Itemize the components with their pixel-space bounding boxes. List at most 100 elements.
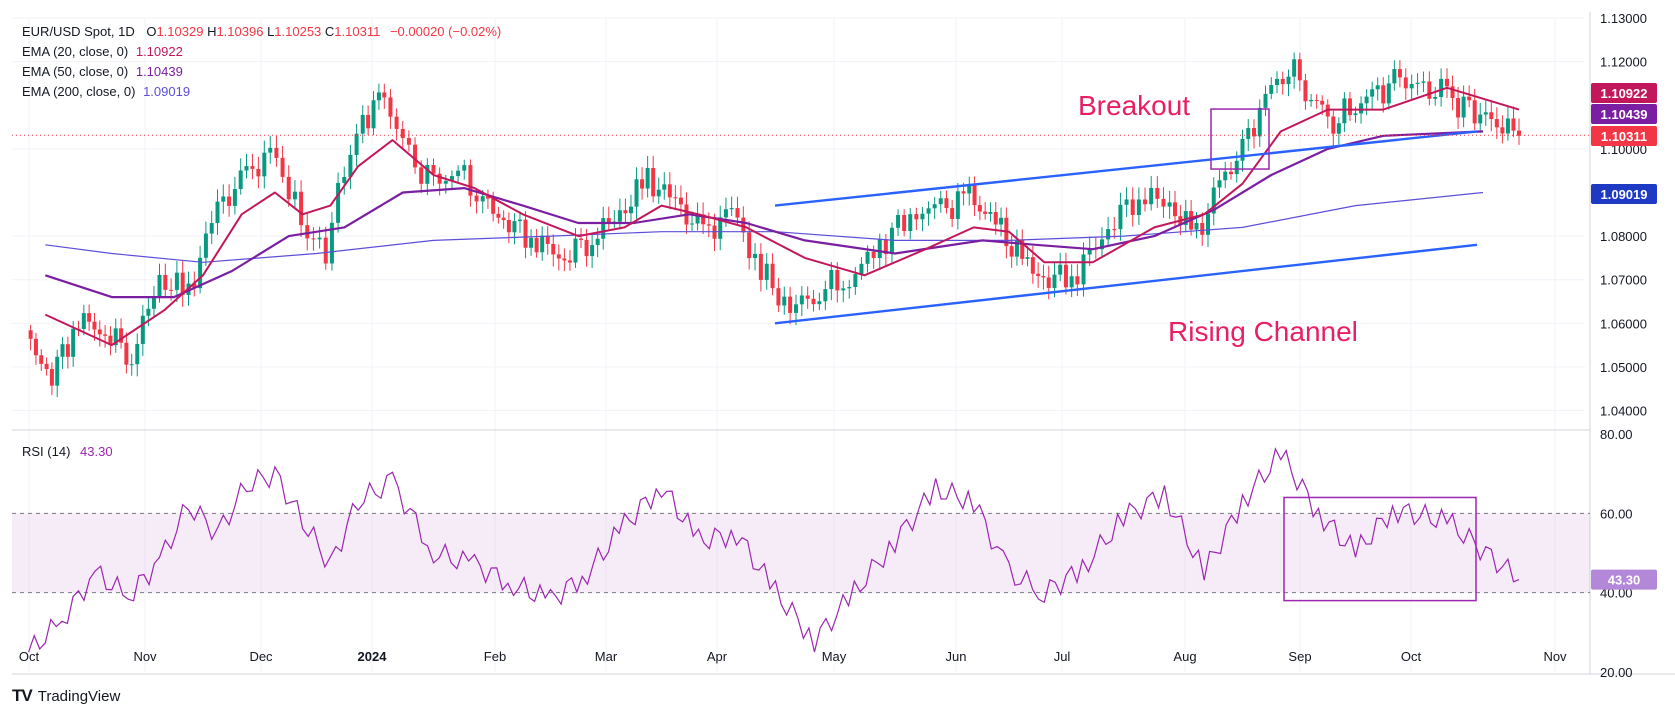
candle-body (950, 208, 955, 219)
time-tick-label: Apr (707, 649, 728, 664)
candle-body (601, 218, 606, 239)
candle-body (673, 197, 678, 199)
candle-body (662, 184, 667, 190)
candle-body (1009, 246, 1014, 257)
legend-ema200[interactable]: EMA (200, close, 0) 1.09019 (22, 84, 190, 99)
time-tick-label: 2024 (358, 649, 388, 664)
candle-body (462, 165, 467, 171)
candle-body (695, 214, 700, 224)
candle-body (1500, 127, 1505, 134)
candle-body (1118, 204, 1123, 230)
time-tick-label: Mar (595, 649, 618, 664)
candle-body (735, 208, 740, 218)
candle-body (468, 165, 473, 196)
candle-body (1456, 98, 1461, 118)
candle-body (406, 138, 411, 145)
price-axis-badge (1591, 184, 1657, 204)
close-value: 1.10311 (334, 24, 381, 39)
candle-body (776, 288, 781, 306)
candle-body (1427, 81, 1432, 99)
candle-body (889, 227, 894, 254)
candle-body (706, 224, 711, 226)
candle-body (1217, 180, 1222, 188)
candle-body (292, 191, 297, 200)
candle-body (1058, 264, 1063, 275)
candle-body (394, 116, 399, 129)
candle-body (1030, 257, 1035, 274)
candle-body (1025, 257, 1030, 259)
candle-body (1370, 89, 1375, 97)
candle-body (817, 301, 822, 305)
candle-body (1075, 276, 1080, 285)
legend-ema20[interactable]: EMA (20, close, 0) 1.10922 (22, 44, 183, 59)
candle-body (215, 201, 220, 224)
candle-body (529, 237, 534, 248)
candle-body (967, 185, 972, 194)
candle-body (753, 253, 758, 259)
candle-body (124, 342, 129, 365)
candle-body (1364, 96, 1369, 104)
candle-body (1461, 96, 1466, 118)
candle-body (55, 356, 60, 386)
candle-body (747, 232, 752, 259)
candle-body (371, 100, 376, 129)
candle-body (1112, 229, 1117, 231)
candle-body (678, 197, 683, 205)
candle-body (1252, 128, 1256, 137)
candle-body (1173, 202, 1177, 217)
tradingview-logo[interactable]: TV TradingView (12, 686, 120, 706)
candle-body (443, 180, 448, 184)
candle-body (250, 166, 255, 169)
candle-body (274, 147, 279, 158)
candle-body (1200, 222, 1205, 235)
candle-body (1143, 199, 1148, 205)
candle-body (49, 369, 54, 386)
rsi-axis-badge (1591, 569, 1657, 590)
candle-body (540, 235, 545, 253)
candle-body (723, 209, 728, 218)
candle-body (988, 212, 993, 214)
candle-body (60, 344, 65, 357)
ema50-value: 1.10439 (135, 64, 183, 79)
candle-body (859, 263, 864, 275)
candle-body (1450, 86, 1455, 99)
candle-body (1149, 187, 1154, 205)
candle-body (1087, 248, 1092, 255)
symbol-title[interactable]: EUR/USD Spot, 1D (22, 24, 135, 39)
candle-body (1415, 82, 1420, 84)
candle-body (1036, 273, 1041, 277)
candle-body (1211, 187, 1216, 214)
candle-body (238, 170, 243, 190)
candle-body (431, 165, 436, 174)
candle-body (1099, 239, 1104, 250)
candle-body (1505, 118, 1510, 134)
time-tick-label: Dec (249, 649, 273, 664)
tradingview-logo-icon: TV (12, 686, 33, 705)
candle-body (729, 208, 734, 210)
candle-body (651, 168, 656, 197)
candle-body (865, 251, 870, 264)
candle-body (286, 176, 291, 200)
time-tick-label: Oct (1401, 649, 1422, 664)
candle-body (782, 296, 787, 306)
candle-body (1130, 199, 1135, 216)
candle-body (491, 198, 496, 214)
channel-lower-line (774, 243, 1478, 325)
candle-body (1472, 100, 1477, 124)
candle-body (512, 221, 517, 233)
candle-body (545, 235, 550, 244)
rsi-legend[interactable]: RSI (14) 43.30 (22, 444, 113, 459)
candle-body (1314, 99, 1319, 101)
candle-body (146, 308, 151, 316)
candle-body (573, 238, 578, 263)
candle-body (1381, 85, 1386, 104)
candle-body (788, 296, 793, 313)
price-tick-label: 1.05000 (1600, 360, 1647, 375)
candle-body (590, 244, 595, 257)
legend-ema50[interactable]: EMA (50, close, 0) 1.10439 (22, 64, 183, 79)
price-tick-label: 1.07000 (1600, 273, 1647, 288)
candle-body (1397, 69, 1402, 78)
candle-body (485, 196, 490, 199)
candle-body (606, 218, 611, 223)
open-value: 1.10329 (156, 24, 204, 39)
